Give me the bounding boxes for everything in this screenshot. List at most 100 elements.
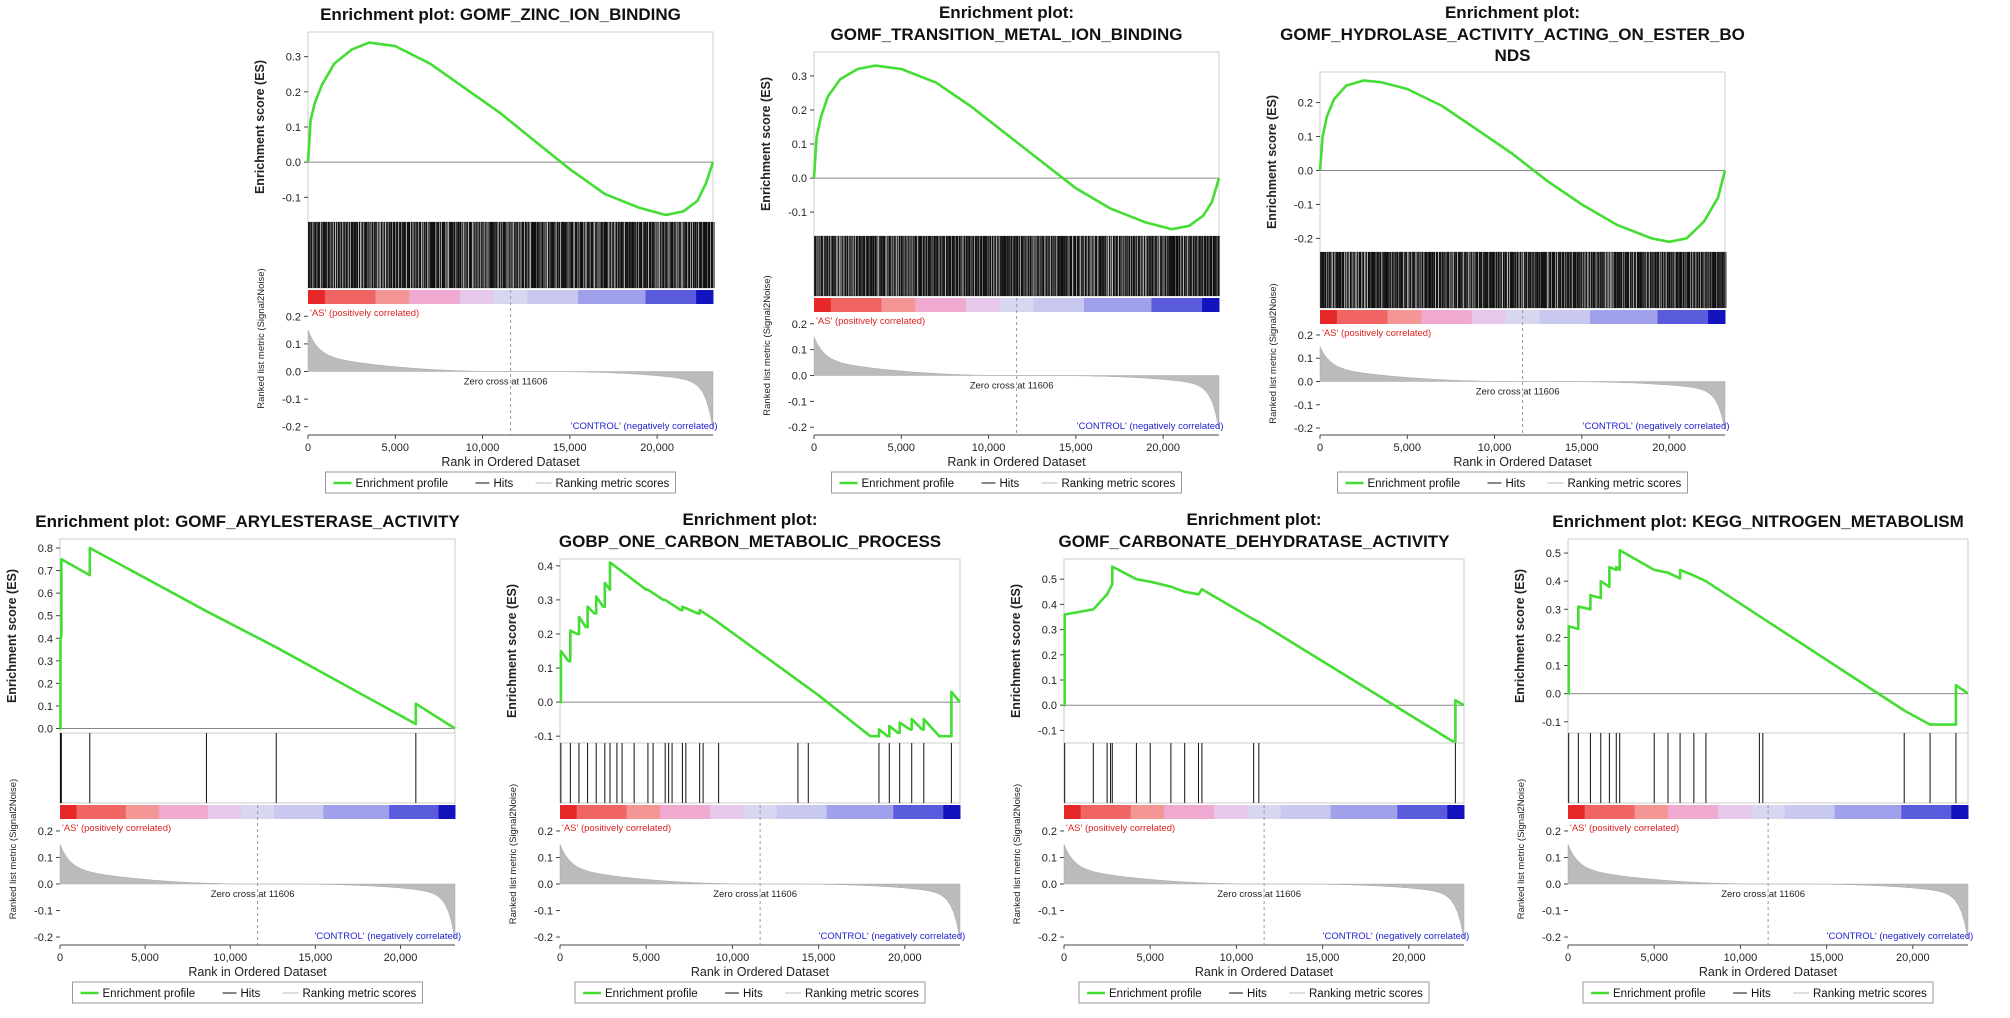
one-carbon-colorbar-band [560,805,578,819]
zinc-enrichment-profile-line [306,41,715,217]
one-carbon-colorbar-band [810,805,828,819]
one-carbon-enrichment-profile-line [559,561,961,738]
transition-metal-es-tick-label: 0.3 [792,71,807,83]
carbonate-enrichment-profile-line [1063,565,1465,745]
hydrolase-metric-ylabel: Ranked list metric (Signal2Noise) [1268,283,1279,423]
one-carbon-colorbar-band [776,805,794,819]
nitrogen-colorbar-band [1951,805,1969,819]
one-carbon-metric-tick-label: 0.2 [538,826,553,838]
transition-metal-legend-hits-label: Hits [1000,478,1020,490]
transition-metal-positive-label: 'AS' (positively correlated) [816,316,925,327]
carbonate-legend-ranking-label: Ranking metric scores [1309,988,1423,1000]
one-carbon-colorbar-band [943,805,961,819]
transition-metal-x-tick-label: 10,000 [972,442,1006,454]
arylesterase-x-tick-label: 15,000 [299,952,333,964]
one-carbon-zero-cross-label: Zero cross at 11606 [713,889,797,900]
one-carbon-legend-ranking-label: Ranking metric scores [805,988,919,1000]
nitrogen-es-ylabel: Enrichment score (ES) [1513,569,1527,703]
zinc-colorbar-band [358,290,376,304]
zinc-colorbar-band [696,290,714,304]
nitrogen-x-tick-label: 10,000 [1724,952,1758,964]
one-carbon-title-line: GOBP_ONE_CARBON_METABOLIC_PROCESS [559,532,941,551]
enrichment-panel-arylesterase: Enrichment plot: GOMF_ARYLESTERASE_ACTIV… [0,507,495,1015]
transition-metal-negative-label: 'CONTROL' (negatively correlated) [1077,421,1224,432]
transition-metal-colorbar-band [864,298,882,312]
enrichment-panel-transition-metal: Enrichment plot: GOMF_TRANSITION_METAL_IO… [754,0,1259,505]
hydrolase-es-ylabel: Enrichment score (ES) [1265,95,1279,229]
transition-metal-colorbar-band [1016,298,1034,312]
transition-metal-metric-ylabel: Ranked list metric (Signal2Noise) [762,275,773,415]
arylesterase-es-tick-label: 0.2 [38,678,53,690]
zinc-metric-tick-label: -0.1 [282,394,301,406]
hydrolase-metric-tick-label: 0.0 [1298,377,1313,389]
carbonate-title-line: GOMF_CARBONATE_DEHYDRATASE_ACTIVITY [1058,532,1450,551]
one-carbon-es-tick-label: 0.3 [538,595,553,607]
zinc-colorbar-band [476,290,495,304]
carbonate-colorbar-band [1330,805,1348,819]
arylesterase-enrichment-profile-line [59,546,456,730]
transition-metal-x-tick-label: 20,000 [1146,442,1180,454]
one-carbon-colorbar-band [610,805,628,819]
zinc-colorbar-band [493,290,511,304]
nitrogen-x-tick-label: 20,000 [1896,952,1930,964]
arylesterase-ranking-metric-area [59,844,456,940]
transition-metal-es-tick-label: 0.2 [792,105,807,117]
one-carbon-negative-label: 'CONTROL' (negatively correlated) [819,931,966,942]
transition-metal-colorbar-band [1134,298,1152,312]
arylesterase-legend-ranking-label: Ranking metric scores [303,988,417,1000]
one-carbon-title-line: Enrichment plot: [682,510,817,529]
carbonate-colorbar-band [1130,805,1148,819]
hydrolase-title-line: GOMF_HYDROLASE_ACTIVITY_ACTING_ON_ESTER_… [1280,25,1745,44]
transition-metal-legend-ranking-label: Ranking metric scores [1062,478,1176,490]
carbonate-negative-label: 'CONTROL' (negatively correlated) [1323,931,1470,942]
arylesterase-colorbar-band [405,805,423,819]
transition-metal-metric-tick-label: 0.1 [792,345,807,357]
nitrogen-colorbar-band [1718,805,1736,819]
gsea-plot-one-carbon: Enrichment plot: GOBP_ONE_CARBON_METABOLI… [505,510,966,1004]
nitrogen-es-tick-label: 0.1 [1546,661,1561,673]
transition-metal-colorbar-band [1185,298,1203,312]
hydrolase-colorbar-band [1353,310,1372,324]
carbonate-x-tick-label: 15,000 [1306,952,1340,964]
nitrogen-colorbar-band [1918,805,1936,819]
hydrolase-colorbar-band [1471,310,1490,324]
zinc-colorbar-band [375,290,393,304]
transition-metal-es-tick-label: -0.1 [788,207,807,219]
hydrolase-positive-label: 'AS' (positively correlated) [1322,328,1431,339]
nitrogen-colorbar-band [1884,805,1902,819]
arylesterase-colorbar-band [438,805,456,819]
hydrolase-negative-label: 'CONTROL' (negatively correlated) [1583,421,1730,432]
nitrogen-enrichment-profile-line [1567,548,1969,726]
gsea-plot-zinc: Enrichment plot: GOMF_ZINC_ION_BINDING 0.… [253,5,718,494]
nitrogen-colorbar-band [1568,805,1586,819]
carbonate-legend-profile-label: Enrichment profile [1109,988,1202,1000]
hydrolase-legend-box [1337,471,1688,494]
one-carbon-colorbar-band [793,805,811,819]
carbonate-colorbar-band [1264,805,1282,819]
enrichment-panel-hydrolase: Enrichment plot: GOMF_HYDROLASE_ACTIVITY_… [1260,0,1765,505]
one-carbon-colorbar-band [910,805,928,819]
zinc-colorbar-band [628,290,646,304]
hydrolase-colorbar-band [1539,310,1557,324]
nitrogen-colorbar-band [1751,805,1769,819]
nitrogen-x-tick-label: 5,000 [1640,952,1668,964]
nitrogen-legend-profile-label: Enrichment profile [1613,988,1706,1000]
carbonate-colorbar-band [1297,805,1315,819]
one-carbon-colorbar-band [710,805,728,819]
arylesterase-colorbar-band [125,805,143,819]
transition-metal-colorbar-band [1084,298,1102,312]
nitrogen-colorbar-band [1684,805,1702,819]
nitrogen-legend-box [1582,981,1934,1004]
carbonate-metric-tick-label: -0.1 [1038,906,1057,918]
transition-metal-legend-box [831,471,1182,494]
hydrolase-colorbar-band [1336,310,1355,324]
zinc-colorbar-band [544,290,562,304]
hydrolase-colorbar-band [1623,310,1642,324]
zinc-colorbar-band [611,290,630,304]
hydrolase-colorbar-band [1657,310,1675,324]
transition-metal-colorbar-band [1100,298,1119,312]
carbonate-zero-cross-label: Zero cross at 11606 [1217,889,1301,900]
hydrolase-es-tick-label: -0.2 [1294,233,1313,245]
arylesterase-es-ylabel: Enrichment score (ES) [5,569,19,703]
carbonate-colorbar-band [1280,805,1298,819]
